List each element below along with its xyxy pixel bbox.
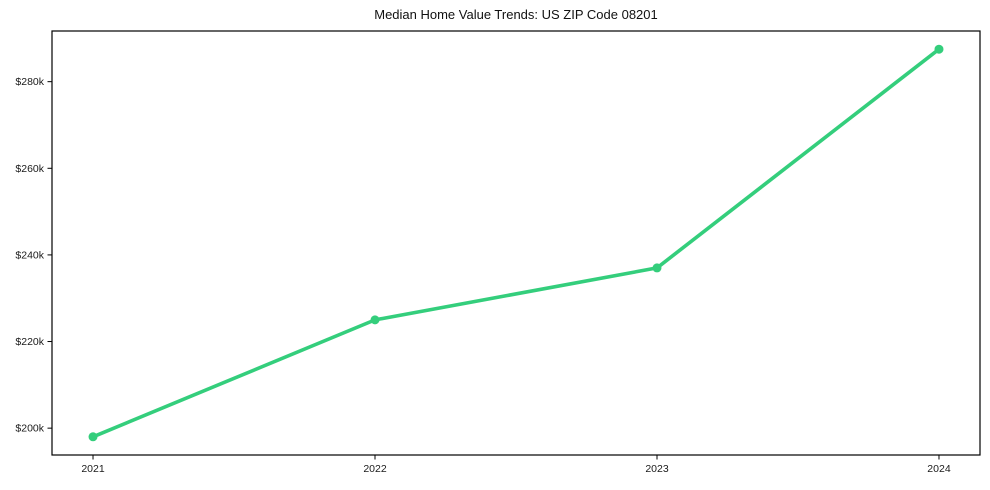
- data-point-2024: [934, 44, 944, 54]
- plot-border: [51, 30, 981, 456]
- x-tick-label: 2021: [81, 463, 105, 475]
- x-tick-label: 2024: [927, 463, 951, 475]
- data-point-2023: [652, 263, 662, 273]
- y-tick-label: $220k: [15, 336, 44, 348]
- chart-title: Median Home Value Trends: US ZIP Code 08…: [374, 7, 658, 22]
- data-point-2021: [88, 432, 98, 442]
- x-tick-label: 2023: [645, 463, 669, 475]
- data-point-2022: [370, 315, 380, 325]
- y-tick-label: $200k: [15, 423, 44, 435]
- y-tick-label: $260k: [15, 163, 44, 175]
- trend-line: [91, 47, 941, 439]
- y-tick-label: $240k: [15, 249, 44, 261]
- y-tick-label: $280k: [15, 76, 44, 88]
- x-tick-label: 2022: [363, 463, 387, 475]
